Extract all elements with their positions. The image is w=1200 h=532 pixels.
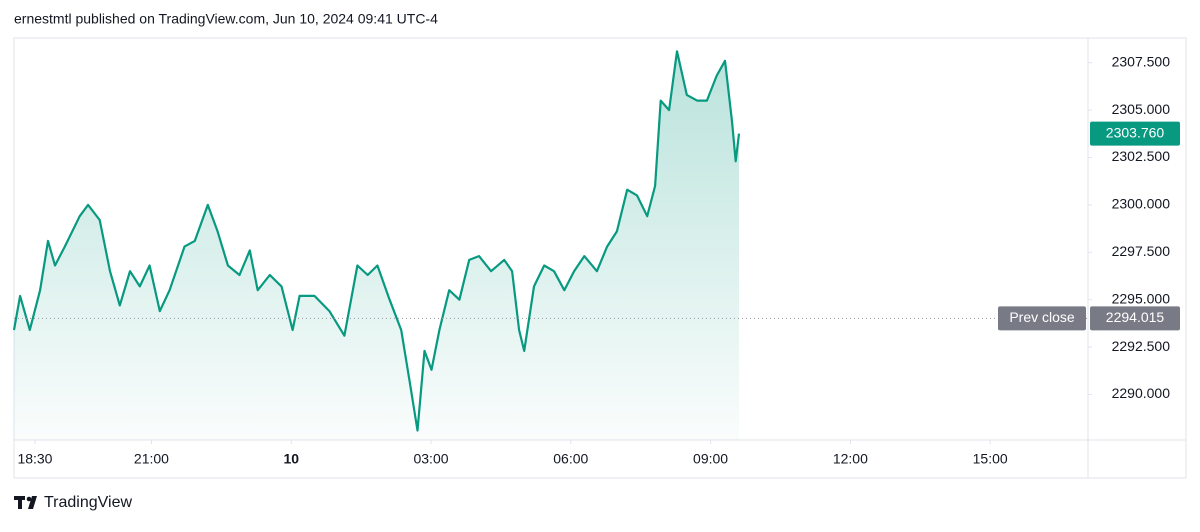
last-price-label: 2303.760 bbox=[1106, 124, 1165, 140]
prev-close-value-box bbox=[1090, 306, 1180, 331]
x-tick-label: 18:30 bbox=[17, 451, 52, 467]
frame bbox=[13, 37, 1187, 479]
prev-close-value: 2294.015 bbox=[1106, 309, 1165, 325]
y-tick-label: 2297.500 bbox=[1112, 243, 1171, 259]
price-line bbox=[12, 50, 741, 432]
y-tick-label: 2295.000 bbox=[1112, 290, 1171, 306]
brand-name: TradingView bbox=[44, 494, 132, 511]
area bbox=[14, 51, 739, 441]
x-tick-label: 09:00 bbox=[693, 451, 728, 467]
x-tick-label: 21:00 bbox=[134, 451, 169, 467]
x-tick-label: 03:00 bbox=[413, 451, 448, 467]
y-tick-label: 2292.500 bbox=[1112, 338, 1171, 354]
x-tick-label: 15:00 bbox=[973, 451, 1008, 467]
x-tick-label: 06:00 bbox=[553, 451, 588, 467]
y-tick-label: 2307.500 bbox=[1112, 53, 1171, 69]
y-tick-label: 2290.000 bbox=[1112, 385, 1171, 401]
brand-logo bbox=[14, 496, 37, 509]
header: ernestmtl published on TradingView.com, … bbox=[14, 11, 438, 27]
prev-close-name-box bbox=[998, 306, 1086, 331]
x-tick-label: 12:00 bbox=[833, 451, 868, 467]
y-tick-label: 2305.000 bbox=[1112, 101, 1171, 117]
y-tick-label: 2300.000 bbox=[1112, 196, 1171, 212]
last-price-box bbox=[1090, 121, 1180, 146]
y-tick-label: 2302.500 bbox=[1112, 148, 1171, 164]
x-tick-label: 10 bbox=[283, 451, 299, 467]
prev-close-name: Prev close bbox=[1009, 309, 1075, 325]
